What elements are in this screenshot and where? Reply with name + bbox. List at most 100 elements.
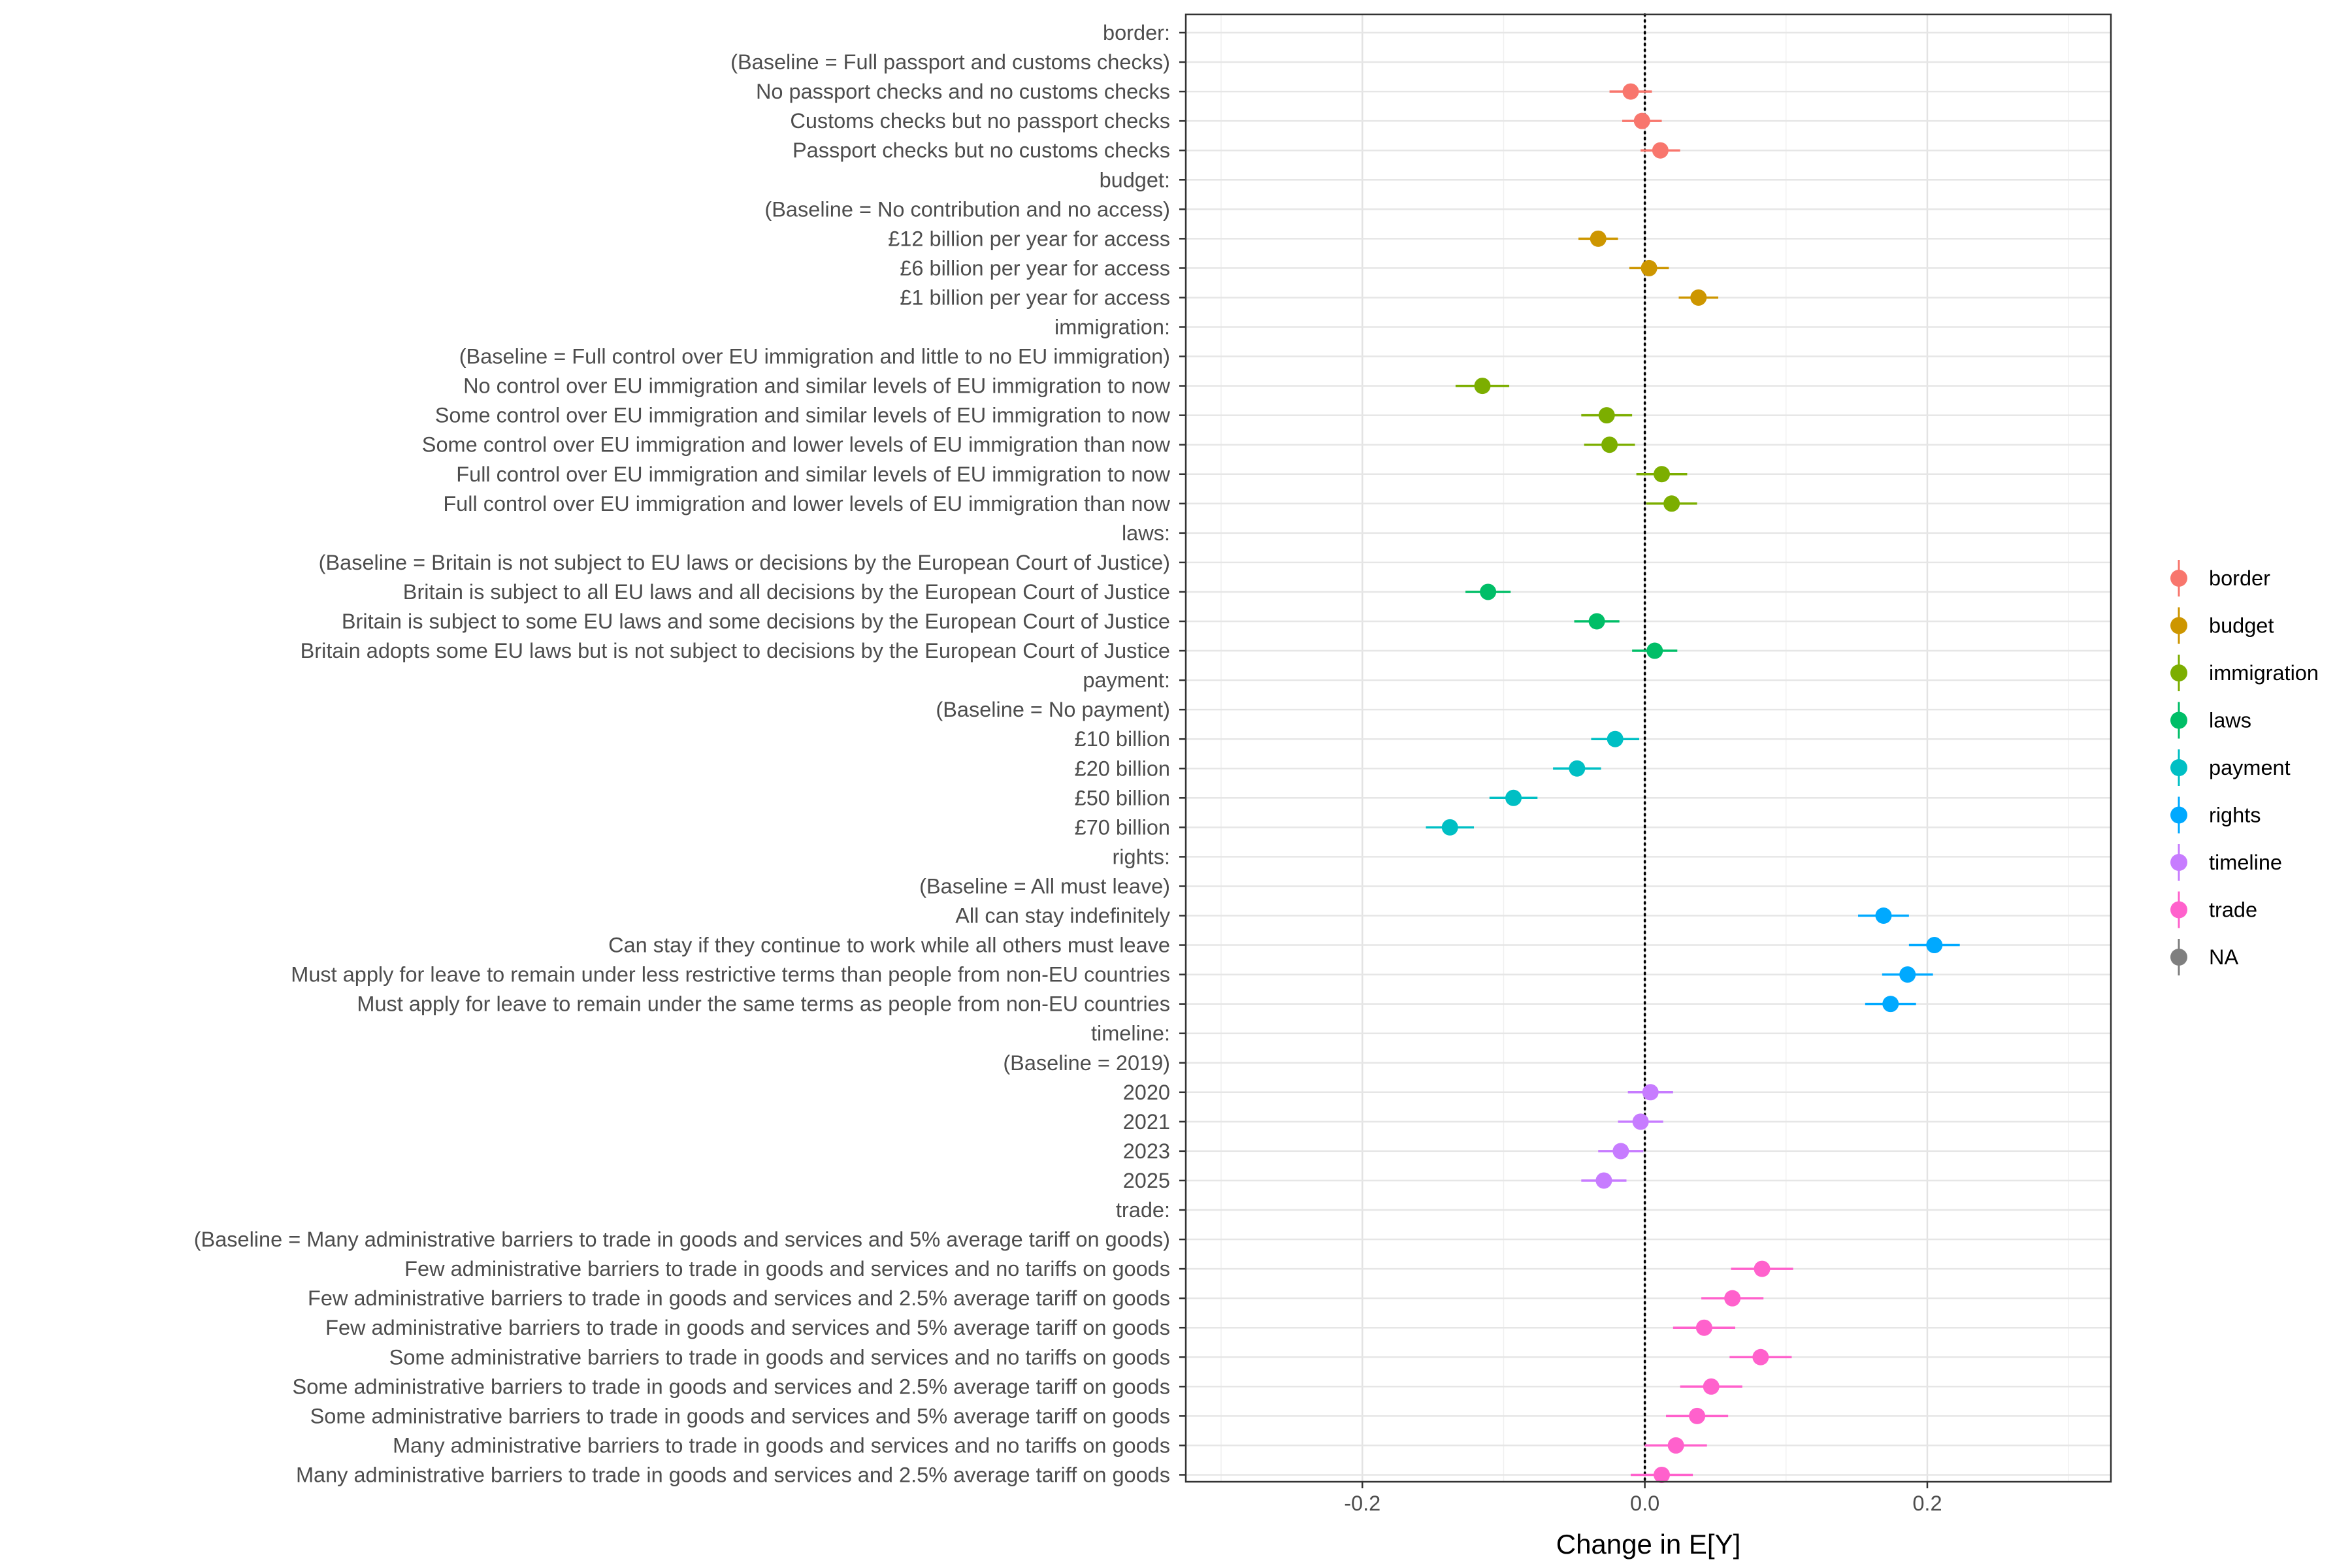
point-estimate (1654, 1466, 1671, 1483)
row-label: £50 billion (1075, 786, 1170, 809)
row-label: rights: (1112, 845, 1170, 868)
row-label: immigration: (1054, 316, 1170, 339)
row-label: payment: (1083, 668, 1170, 692)
legend-key-point (2170, 949, 2187, 966)
row-labels: border: (Baseline = Full passport and cus… (194, 21, 1186, 1486)
row-label: (Baseline = Full control over EU immigra… (459, 345, 1170, 368)
row-label: Can stay if they continue to work while … (608, 934, 1170, 957)
row-label: (Baseline = No payment) (936, 698, 1170, 721)
legend-key-point (2170, 664, 2187, 681)
point-estimate (1882, 996, 1899, 1013)
legend-key-point (2170, 617, 2187, 634)
point-estimate (1752, 1348, 1769, 1365)
legend-key-point (2170, 854, 2187, 871)
point-estimate (1598, 407, 1615, 424)
point-estimate (1652, 142, 1669, 159)
legend-label: payment (2209, 756, 2291, 779)
row-label: No passport checks and no customs checks (756, 80, 1170, 103)
point-estimate (1899, 966, 1916, 983)
row-label: Britain adopts some EU laws but is not s… (301, 639, 1170, 662)
row-label: Full control over EU immigration and sim… (456, 463, 1170, 486)
row-label: (Baseline = No contribution and no acces… (764, 197, 1170, 221)
row-label: 2025 (1123, 1169, 1170, 1192)
point-estimate (1690, 289, 1707, 306)
legend-label: rights (2209, 804, 2261, 827)
point-estimate (1505, 789, 1522, 806)
row-label: (Baseline = All must leave) (919, 874, 1170, 898)
row-label: Britain is subject to some EU laws and s… (342, 610, 1170, 633)
legend: border budget immigration laws payment rights… (2170, 560, 2319, 975)
row-label: Few administrative barriers to trade in … (325, 1316, 1170, 1339)
point-estimate (1588, 613, 1605, 630)
row-label: Some control over EU immigration and sim… (435, 404, 1171, 427)
row-label: Some administrative barriers to trade in… (310, 1404, 1170, 1428)
row-label: All can stay indefinitely (955, 904, 1171, 928)
legend-label: immigration (2209, 661, 2319, 685)
row-label: Some administrative barriers to trade in… (293, 1375, 1170, 1398)
x-tick-label: 0.0 (1630, 1492, 1659, 1515)
point-estimate (1654, 466, 1671, 483)
row-label: £1 billion per year for access (900, 286, 1170, 309)
point-estimate (1875, 907, 1892, 924)
legend-key-point (2170, 901, 2187, 919)
row-label: laws: (1122, 521, 1170, 545)
point-estimate (1633, 112, 1650, 129)
row-label: trade: (1116, 1198, 1170, 1222)
legend-key-point (2170, 570, 2187, 587)
point-estimate (1663, 495, 1680, 512)
row-label: £10 billion (1075, 727, 1170, 751)
row-label: Many administrative barriers to trade in… (393, 1433, 1170, 1457)
row-label: (Baseline = Many administrative barriers… (194, 1228, 1170, 1251)
legend-label: NA (2209, 945, 2238, 969)
point-estimate (1632, 1113, 1649, 1130)
row-label: timeline: (1091, 1022, 1170, 1045)
row-label: Customs checks but no passport checks (790, 109, 1170, 133)
point-estimate (1703, 1378, 1720, 1395)
x-tick-label: -0.2 (1344, 1492, 1380, 1515)
legend-label: budget (2209, 614, 2274, 638)
row-label: Few administrative barriers to trade in … (404, 1257, 1170, 1281)
row-label: 2021 (1123, 1110, 1170, 1134)
point-estimate (1926, 937, 1943, 954)
row-label: border: (1103, 21, 1170, 44)
point-estimate (1607, 730, 1624, 747)
point-estimate (1612, 1143, 1629, 1160)
x-axis: -0.2 0.0 0.2 (1344, 1482, 1942, 1515)
legend-key-point (2170, 806, 2187, 824)
point-estimate (1441, 819, 1458, 836)
point-estimate (1667, 1437, 1684, 1454)
row-label: 2023 (1123, 1139, 1170, 1163)
row-label: Must apply for leave to remain under les… (291, 963, 1170, 987)
point-estimate (1695, 1319, 1712, 1336)
row-label: Many administrative barriers to trade in… (296, 1463, 1170, 1486)
row-label: £70 billion (1075, 815, 1170, 839)
point-estimate (1590, 230, 1607, 247)
row-label: £20 billion (1075, 757, 1170, 780)
legend-key-point (2170, 711, 2187, 729)
point-estimate (1622, 83, 1639, 100)
point-estimate (1754, 1260, 1771, 1277)
point-estimate (1642, 1084, 1659, 1101)
estimate-marks (1426, 83, 1960, 1483)
point-estimate (1724, 1290, 1741, 1307)
row-label: £6 billion per year for access (900, 256, 1170, 280)
row-label: Full control over EU immigration and low… (443, 492, 1170, 515)
point-estimate (1569, 760, 1586, 777)
row-label: No control over EU immigration and simil… (463, 374, 1170, 398)
point-estimate (1601, 436, 1618, 453)
row-label: (Baseline = Full passport and customs ch… (730, 50, 1170, 74)
point-estimate (1474, 378, 1491, 395)
row-label: Some administrative barriers to trade in… (389, 1345, 1170, 1369)
point-estimate (1641, 259, 1658, 276)
row-label: Passport checks but no customs checks (792, 139, 1170, 162)
x-axis-title: Change in E[Y] (1556, 1529, 1741, 1560)
row-label: Some control over EU immigration and low… (422, 433, 1171, 457)
point-estimate (1646, 642, 1663, 659)
legend-label: laws (2209, 709, 2251, 732)
row-label: 2020 (1123, 1081, 1170, 1104)
point-estimate (1595, 1172, 1612, 1189)
point-estimate (1689, 1407, 1706, 1424)
point-estimate (1480, 583, 1497, 600)
